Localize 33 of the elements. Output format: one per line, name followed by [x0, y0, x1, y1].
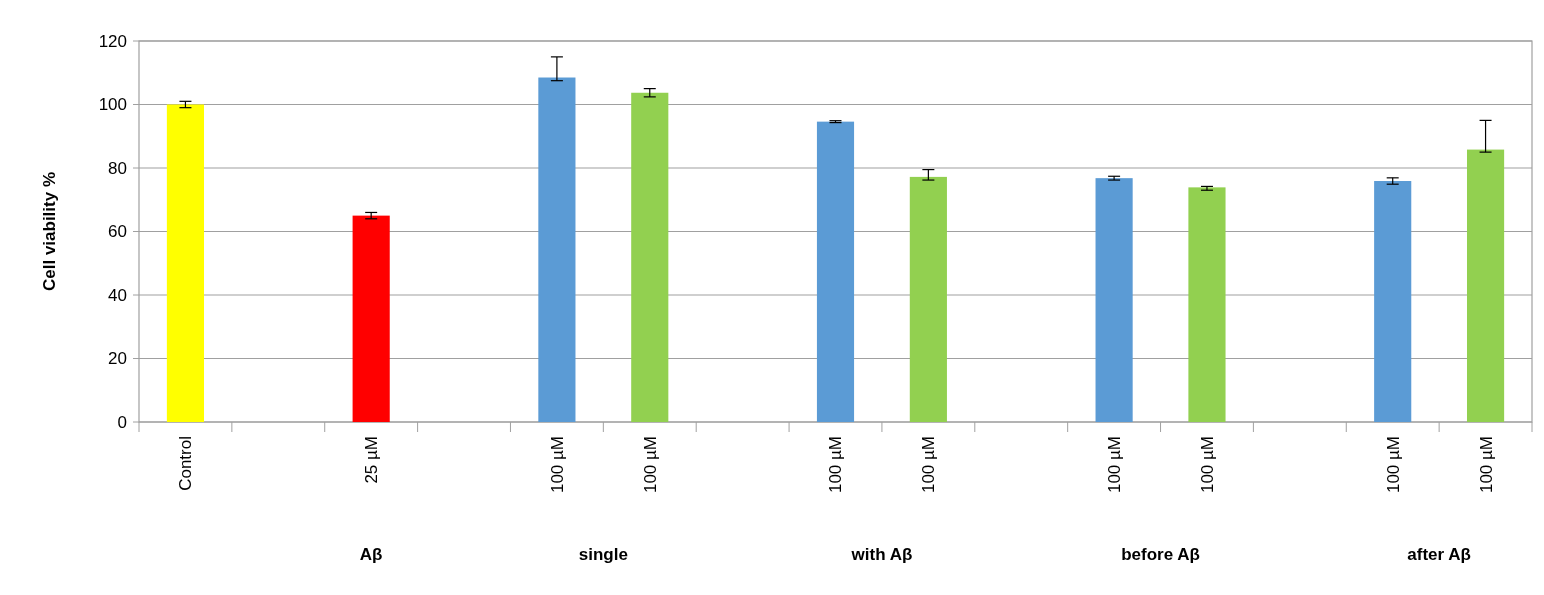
x-tick-label: 25 µM — [362, 436, 382, 484]
text: Aβ — [359, 545, 383, 564]
y-tick-label: 0 — [117, 412, 127, 432]
x-tick-label: 100 µM — [547, 436, 567, 494]
x-tick-label: 100 µM — [826, 436, 846, 494]
y-axis-title: Cell viability % — [40, 171, 59, 292]
bar — [1188, 187, 1226, 422]
bar — [909, 176, 947, 422]
text: after Aβ — [1407, 545, 1471, 564]
y-tick-label: 120 — [98, 31, 127, 51]
bar — [816, 121, 855, 422]
x-tick-label: 100 µM — [1105, 436, 1125, 494]
bar — [631, 92, 669, 422]
bar — [1095, 178, 1133, 422]
text: before Aβ — [1121, 545, 1200, 564]
y-tick-label: 40 — [108, 285, 127, 305]
x-tick-label: Control — [176, 436, 196, 491]
x-tick-label: 100 µM — [1383, 436, 1403, 494]
x-tick-label: 100 µM — [1197, 436, 1217, 494]
bar — [166, 104, 205, 422]
y-tick-label: 20 — [108, 349, 127, 369]
bar — [352, 215, 390, 422]
x-tick-label: 100 µM — [1476, 436, 1496, 494]
text: single — [578, 545, 628, 564]
text: with Aβ — [850, 545, 913, 564]
bar — [1466, 149, 1505, 422]
y-tick-label: 100 — [98, 95, 127, 115]
bar — [538, 77, 576, 422]
bar — [1374, 181, 1412, 422]
y-tick-label: 80 — [108, 158, 127, 178]
x-tick-label: 100 µM — [919, 436, 939, 494]
x-tick-label: 100 µM — [640, 436, 660, 494]
y-tick-label: 60 — [108, 222, 127, 242]
